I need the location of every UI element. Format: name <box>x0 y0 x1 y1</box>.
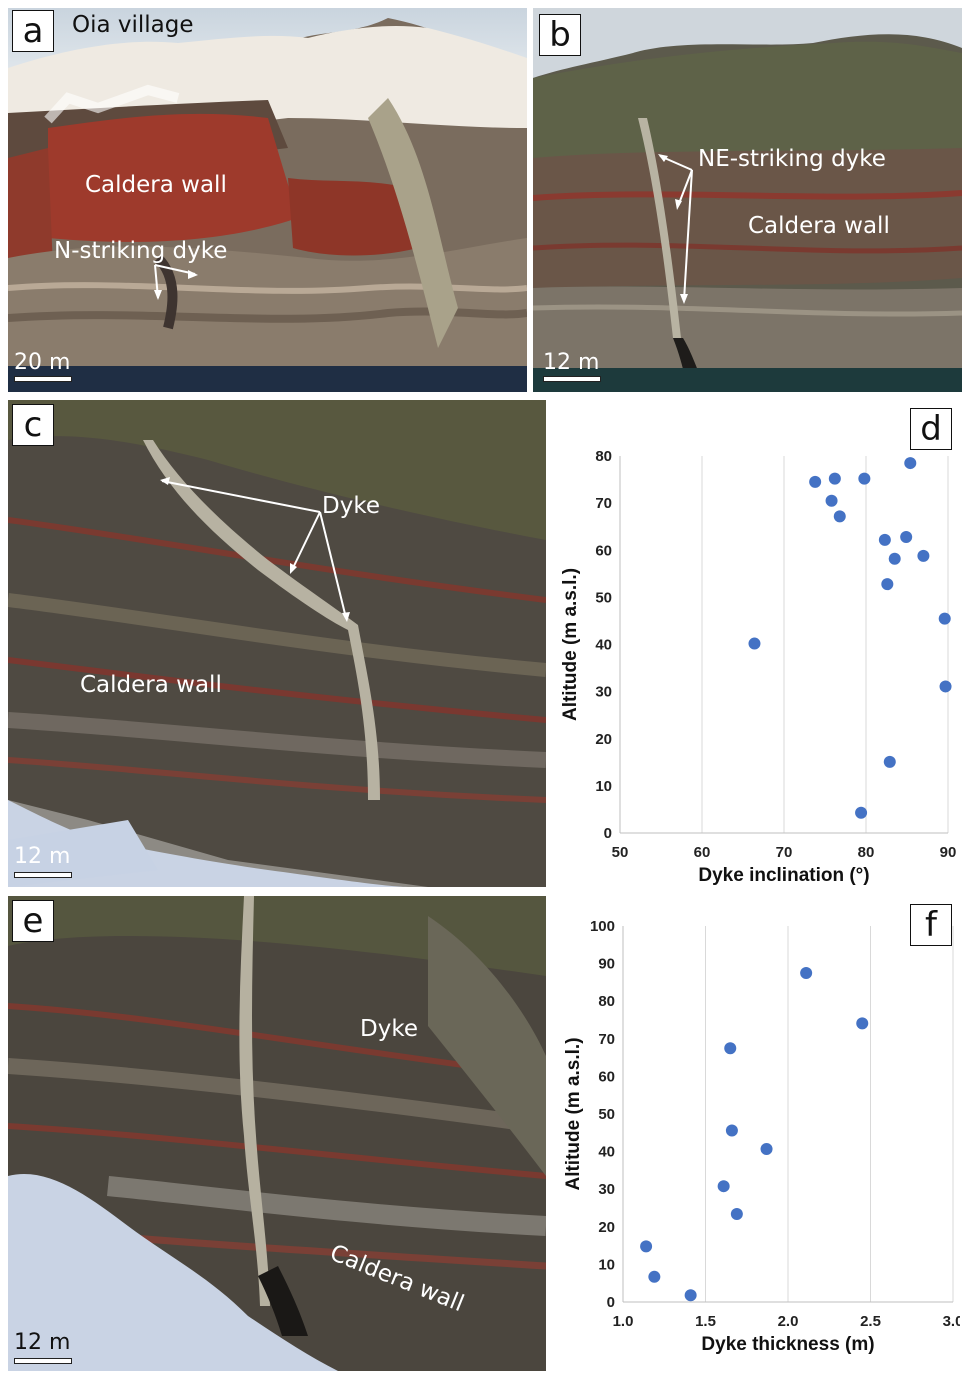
y-tick-label: 0 <box>607 1294 615 1311</box>
panel-a-letter: a <box>12 10 54 52</box>
label-caldera-wall-a: Caldera wall <box>85 172 227 198</box>
x-tick-label: 70 <box>776 844 793 861</box>
label-caldera-wall-b: Caldera wall <box>748 213 890 239</box>
y-tick-label: 20 <box>598 1219 615 1236</box>
x-tick-label: 3.0 <box>943 1313 960 1330</box>
data-point <box>748 637 761 650</box>
y-tick-label: 0 <box>604 825 612 842</box>
data-point <box>881 578 894 591</box>
y-tick-label: 30 <box>598 1181 615 1198</box>
data-point <box>833 510 846 523</box>
y-tick-label: 70 <box>598 1031 615 1048</box>
dyke-pointer-arrows-a <box>154 264 198 300</box>
x-tick-label: 1.5 <box>695 1313 716 1330</box>
data-point <box>939 680 952 693</box>
chart-f-svg: 1.0 1.5 2.0 2.5 3.0 0 10 20 30 40 50 60 70 80 90 100 Dyk… <box>563 918 960 1355</box>
x-tick-label: 1.0 <box>613 1313 634 1330</box>
data-point <box>900 531 913 544</box>
x-tick-label: 90 <box>940 844 957 861</box>
y-tick-label: 50 <box>595 589 612 606</box>
data-point <box>760 1142 773 1155</box>
y-tick-label: 80 <box>595 448 612 465</box>
data-point <box>717 1180 730 1193</box>
data-point <box>878 533 891 546</box>
data-point <box>858 472 871 485</box>
label-ne-striking-dyke: NE-striking dyke <box>698 146 886 172</box>
label-n-striking-dyke: N-striking dyke <box>54 238 228 264</box>
label-dyke-e: Dyke <box>360 1016 418 1042</box>
y-tick-label: 50 <box>598 1106 615 1123</box>
scale-label-e: 12 m <box>14 1330 71 1355</box>
x-tick-label: 80 <box>858 844 875 861</box>
y-tick-label: 10 <box>595 778 612 795</box>
data-point <box>828 472 841 485</box>
data-point <box>684 1289 697 1302</box>
dyke-pointer-arrows-b <box>658 154 693 304</box>
photo-panel-a <box>8 8 527 392</box>
photo-a-cliff <box>8 8 527 392</box>
y-axis-label: Altitude (m a.s.l.) <box>560 568 581 721</box>
y-tick-label: 80 <box>598 993 615 1010</box>
dyke-pointer-arrows-c <box>160 477 350 622</box>
x-tick-label: 60 <box>694 844 711 861</box>
photo-panel-c <box>8 400 546 887</box>
data-point <box>640 1240 653 1253</box>
x-tick-label: 50 <box>612 844 629 861</box>
data-point <box>904 457 917 470</box>
chart-d-svg: 50 60 70 80 90 0 10 20 30 40 50 60 70 80 Dyke inclinat… <box>560 448 957 886</box>
photo-b-cliff <box>533 8 962 392</box>
data-point <box>855 806 868 819</box>
y-tick-label: 100 <box>590 918 615 935</box>
y-tick-label: 90 <box>598 956 615 973</box>
data-point <box>648 1270 661 1283</box>
chart-panel-f: 1.0 1.5 2.0 2.5 3.0 0 10 20 30 40 50 60 70 80 90 100 Dyk… <box>555 896 960 1371</box>
x-tick-label: 2.5 <box>860 1313 881 1330</box>
data-point <box>825 494 838 507</box>
panel-d-letter: d <box>910 408 952 450</box>
scale-bar-a <box>14 376 72 382</box>
y-tick-label: 70 <box>595 495 612 512</box>
scale-label-a: 20 m <box>14 350 71 375</box>
data-point <box>917 549 930 562</box>
x-axis-label: Dyke thickness (m) <box>701 1334 874 1355</box>
panel-c-letter: c <box>12 404 54 446</box>
y-tick-label: 60 <box>595 542 612 559</box>
y-tick-label: 20 <box>595 731 612 748</box>
y-tick-label: 40 <box>598 1144 615 1161</box>
photo-c-model <box>8 400 546 887</box>
label-dyke-c: Dyke <box>322 493 380 519</box>
data-point <box>725 1124 738 1137</box>
panel-b-letter: b <box>539 14 581 56</box>
y-axis-label: Altitude (m a.s.l.) <box>563 1037 584 1190</box>
y-tick-label: 10 <box>598 1256 615 1273</box>
chart-panel-d: 50 60 70 80 90 0 10 20 30 40 50 60 70 80 Dyke inclinat… <box>555 400 960 887</box>
label-caldera-wall-c: Caldera wall <box>80 672 222 698</box>
data-point <box>888 552 901 565</box>
scale-label-c: 12 m <box>14 844 71 869</box>
photo-e-model <box>8 896 546 1371</box>
scale-label-b: 12 m <box>543 350 600 375</box>
panel-e-letter: e <box>12 900 54 942</box>
data-point <box>809 475 822 488</box>
data-point <box>856 1017 869 1030</box>
data-point <box>730 1208 743 1221</box>
data-point <box>800 967 813 979</box>
y-tick-label: 40 <box>595 637 612 654</box>
data-point <box>883 755 896 768</box>
data-point <box>938 612 951 625</box>
label-oia-village: Oia village <box>72 12 194 38</box>
scale-bar-b <box>543 376 601 382</box>
y-tick-label: 30 <box>595 684 612 701</box>
scale-bar-c <box>14 872 72 878</box>
panel-f-letter: f <box>910 904 952 946</box>
scale-bar-e <box>14 1358 72 1364</box>
data-point <box>724 1042 737 1055</box>
photo-panel-b <box>533 8 962 392</box>
y-tick-label: 60 <box>598 1068 615 1085</box>
x-tick-label: 2.0 <box>778 1313 799 1330</box>
x-axis-label: Dyke inclination (°) <box>698 865 869 886</box>
photo-panel-e <box>8 896 546 1371</box>
